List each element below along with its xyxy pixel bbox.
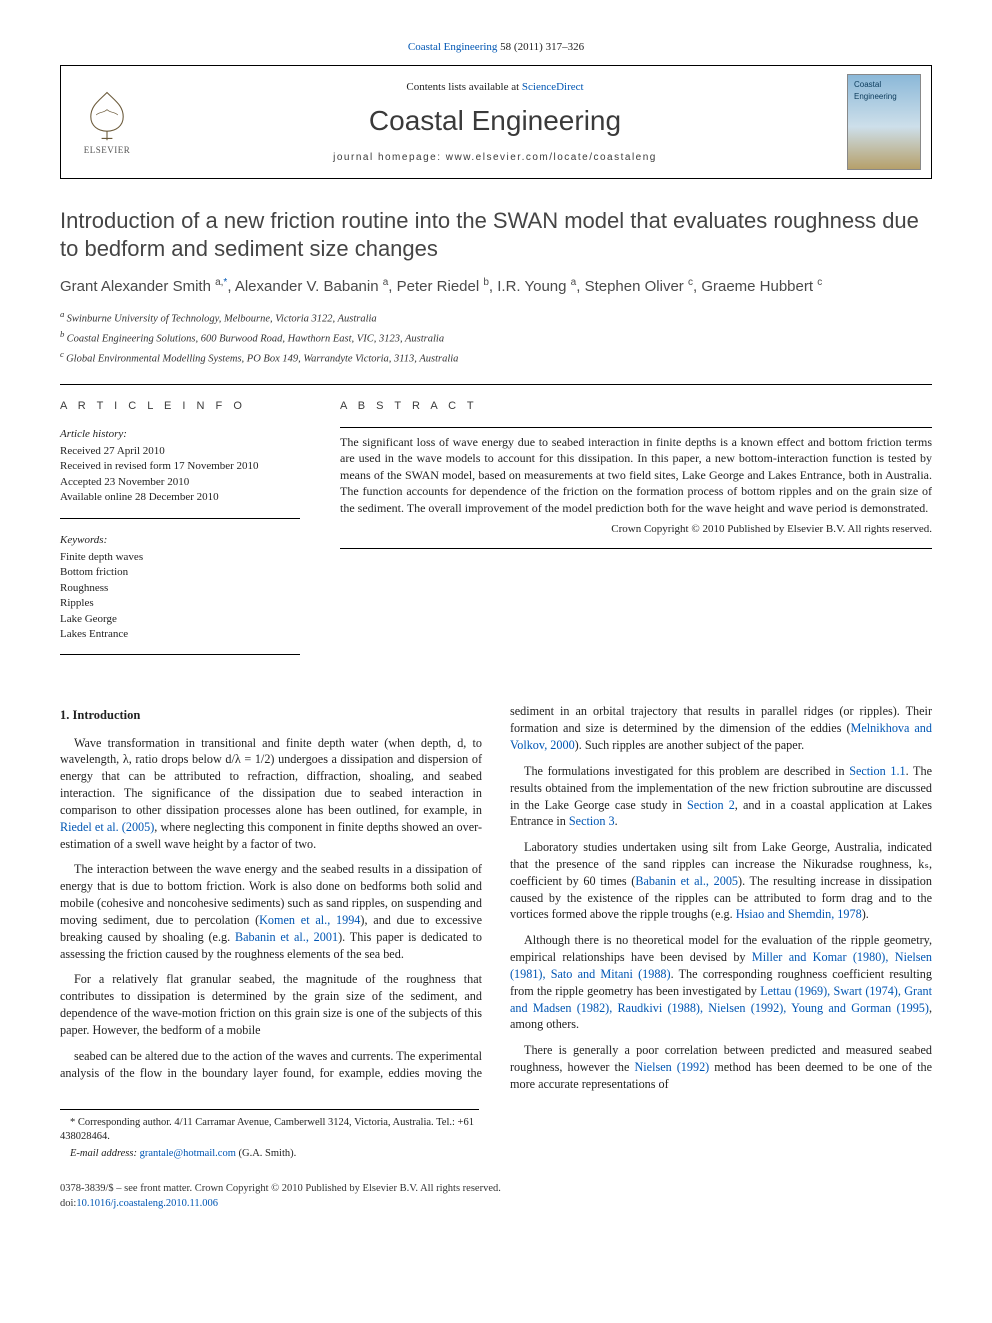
- body-p5: The formulations investigated for this p…: [510, 763, 932, 830]
- abstract-column: A B S T R A C T The significant loss of …: [320, 385, 932, 683]
- ref-nielsen-1992[interactable]: Nielsen (1992): [634, 1060, 709, 1074]
- cover-title: Coastal Engineering: [854, 79, 920, 101]
- affiliation-key: c: [60, 349, 66, 359]
- history-line: Received 27 April 2010: [60, 444, 300, 459]
- body-p1-a: Wave transformation in transitional and …: [60, 736, 482, 817]
- author: Grant Alexander Smith a,*: [60, 278, 227, 295]
- keyword: Roughness: [60, 581, 300, 596]
- keyword: Ripples: [60, 596, 300, 611]
- corr-email-line: E-mail address: grantale@hotmail.com (G.…: [60, 1147, 479, 1162]
- email-suffix: (G.A. Smith).: [236, 1148, 296, 1159]
- info-abstract-row: A R T I C L E I N F O Article history: R…: [60, 384, 932, 683]
- xref-section-3[interactable]: Section 3: [569, 814, 615, 828]
- author: I.R. Young a: [497, 278, 576, 295]
- elsevier-logo: ELSEVIER: [71, 82, 143, 162]
- contents-available-line: Contents lists available at ScienceDirec…: [155, 80, 835, 95]
- history-line: Available online 28 December 2010: [60, 490, 300, 505]
- keyword: Lake George: [60, 612, 300, 627]
- author-affil-sup: c: [688, 277, 693, 288]
- xref-section-1-1[interactable]: Section 1.1: [849, 764, 905, 778]
- body-p1: Wave transformation in transitional and …: [60, 735, 482, 853]
- doi-prefix: doi:: [60, 1198, 76, 1209]
- xref-section-2[interactable]: Section 2: [687, 798, 735, 812]
- article-history-block: Article history: Received 27 April 2010R…: [60, 427, 300, 519]
- history-label: Article history:: [60, 427, 300, 442]
- author-affil-sup: c: [817, 277, 822, 288]
- doi-link[interactable]: 10.1016/j.coastaleng.2010.11.006: [76, 1198, 218, 1209]
- body-p6: Laboratory studies undertaken using silt…: [510, 839, 932, 923]
- affiliation-key: b: [60, 329, 67, 339]
- corr-email-link[interactable]: grantale@hotmail.com: [140, 1148, 236, 1159]
- author: Graeme Hubbert c: [701, 278, 822, 295]
- affiliation-key: a: [60, 309, 67, 319]
- homepage-prefix: journal homepage:: [333, 152, 446, 163]
- ref-komen-1994[interactable]: Komen et al., 1994: [259, 913, 360, 927]
- affiliation: a Swinburne University of Technology, Me…: [60, 308, 932, 327]
- affiliation: b Coastal Engineering Solutions, 600 Bur…: [60, 328, 932, 347]
- ref-babanin-2001[interactable]: Babanin et al., 2001: [235, 930, 338, 944]
- top-citation-journal-link[interactable]: Coastal Engineering: [408, 41, 498, 53]
- body-p3: For a relatively flat granular seabed, t…: [60, 971, 482, 1038]
- email-label: E-mail address:: [70, 1148, 140, 1159]
- sciencedirect-link[interactable]: ScienceDirect: [522, 81, 584, 93]
- journal-cover-thumb: Coastal Engineering: [847, 74, 921, 170]
- author-affil-sup: a: [383, 277, 389, 288]
- body-p4-b: ). Such ripples are another subject of t…: [575, 738, 804, 752]
- journal-homepage-line: journal homepage: www.elsevier.com/locat…: [155, 151, 835, 165]
- body-p7: Although there is no theoretical model f…: [510, 932, 932, 1033]
- abstract-text: The significant loss of wave energy due …: [340, 427, 932, 517]
- article-info-heading: A R T I C L E I N F O: [60, 399, 300, 414]
- article-info-column: A R T I C L E I N F O Article history: R…: [60, 385, 320, 683]
- footer-meta: 0378-3839/$ – see front matter. Crown Co…: [60, 1182, 932, 1211]
- journal-name: Coastal Engineering: [155, 101, 835, 140]
- keyword: Bottom friction: [60, 565, 300, 580]
- body-p6-c: ).: [862, 907, 869, 921]
- ref-riedel-2005[interactable]: Riedel et al. (2005): [60, 820, 154, 834]
- corr-author-text: * Corresponding author. 4/11 Carramar Av…: [60, 1116, 479, 1145]
- ref-babanin-2005[interactable]: Babanin et al., 2005: [635, 874, 738, 888]
- authors-line: Grant Alexander Smith a,*, Alexander V. …: [60, 276, 932, 298]
- body-p8: There is generally a poor correlation be…: [510, 1042, 932, 1092]
- top-citation-rest: 58 (2011) 317–326: [497, 41, 584, 53]
- ref-hsiao-1978[interactable]: Hsiao and Shemdin, 1978: [736, 907, 862, 921]
- elsevier-tree-icon: [80, 88, 134, 142]
- top-citation: Coastal Engineering 58 (2011) 317–326: [60, 40, 932, 55]
- keyword: Lakes Entrance: [60, 627, 300, 642]
- author-affil-sup: b: [483, 277, 489, 288]
- header-center: Contents lists available at ScienceDirec…: [155, 80, 835, 165]
- body-p5-d: .: [615, 814, 618, 828]
- contents-prefix: Contents lists available at: [406, 81, 521, 93]
- corr-author-link[interactable]: *: [223, 277, 227, 288]
- keyword: Finite depth waves: [60, 550, 300, 565]
- affiliation: c Global Environmental Modelling Systems…: [60, 348, 932, 367]
- doi-line: doi:10.1016/j.coastaleng.2010.11.006: [60, 1197, 932, 1212]
- journal-header-box: ELSEVIER Contents lists available at Sci…: [60, 65, 932, 179]
- crown-copyright: Crown Copyright © 2010 Published by Else…: [340, 522, 932, 537]
- abstract-heading: A B S T R A C T: [340, 399, 932, 414]
- keywords-label: Keywords:: [60, 533, 300, 548]
- body-columns: 1. Introduction Wave transformation in t…: [60, 703, 932, 1092]
- body-p2: The interaction between the wave energy …: [60, 861, 482, 962]
- author: Peter Riedel b: [397, 278, 489, 295]
- corresponding-author-footnote: * Corresponding author. 4/11 Carramar Av…: [60, 1109, 479, 1162]
- author: Alexander V. Babanin a: [235, 278, 388, 295]
- affiliations: a Swinburne University of Technology, Me…: [60, 308, 932, 366]
- elsevier-logo-text: ELSEVIER: [84, 144, 131, 157]
- body-p5-a: The formulations investigated for this p…: [524, 764, 849, 778]
- history-line: Received in revised form 17 November 201…: [60, 459, 300, 474]
- article-title: Introduction of a new friction routine i…: [60, 207, 932, 262]
- homepage-url: www.elsevier.com/locate/coastaleng: [446, 152, 657, 163]
- issn-copyright-line: 0378-3839/$ – see front matter. Crown Co…: [60, 1182, 932, 1197]
- section-1-heading: 1. Introduction: [60, 707, 482, 724]
- author: Stephen Oliver c: [585, 278, 693, 295]
- abstract-bottom-rule: [340, 548, 932, 549]
- history-line: Accepted 23 November 2010: [60, 475, 300, 490]
- keywords-block: Keywords: Finite depth wavesBottom frict…: [60, 533, 300, 656]
- author-affil-sup: a: [571, 277, 577, 288]
